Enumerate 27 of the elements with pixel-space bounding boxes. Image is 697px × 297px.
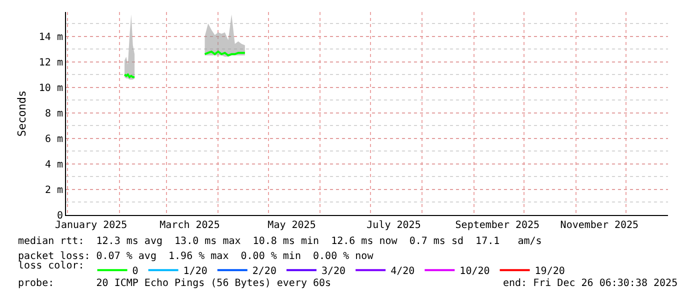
legend-label: 19/20: [534, 266, 565, 277]
x-tick-label: November 2025: [560, 220, 639, 231]
y-tick-label: 14 m: [38, 32, 63, 43]
text: probe: 20 ICMP Echo Pings (56 Bytes) every 60s: [18, 278, 332, 289]
x-tick-label: May 2025: [268, 220, 316, 231]
y-tick-label: 2 m: [44, 184, 63, 196]
legend-label: 3/20: [321, 266, 346, 277]
legend-title: loss color:: [18, 260, 84, 272]
text: end: Fri Dec 26 06:30:38 2025: [503, 278, 678, 289]
y-tick-label: 4 m: [44, 159, 63, 170]
y-tick-label: 6 m: [44, 134, 63, 145]
legend-label: 0: [132, 266, 138, 277]
legend-label: 10/20: [460, 266, 490, 277]
legend-label: 2/20: [252, 266, 276, 277]
y-tick-label: 10 m: [38, 82, 63, 94]
x-tick-label: July 2025: [366, 220, 421, 231]
x-tick-label: January 2025: [54, 220, 128, 231]
legend-label: 1/20: [183, 266, 208, 277]
x-tick-label: September 2025: [455, 220, 540, 231]
text: median rtt: 12.3 ms avg 13.0 ms max 10.8 ms min 12.6 ms now 0.7 ms sd 17.1 am/s: [18, 236, 542, 247]
y-tick-label: 8 m: [44, 108, 63, 120]
y-tick-label: 12 m: [38, 57, 63, 68]
legend-label: 4/20: [390, 266, 415, 277]
x-tick-label: March 2025: [160, 220, 220, 231]
y-tick-label: 0: [56, 210, 63, 222]
text: packet loss: 0.07 % avg 1.96 % max 0.00 % min 0.00 % now: [18, 251, 374, 262]
y-axis-title: Seconds: [16, 90, 29, 137]
